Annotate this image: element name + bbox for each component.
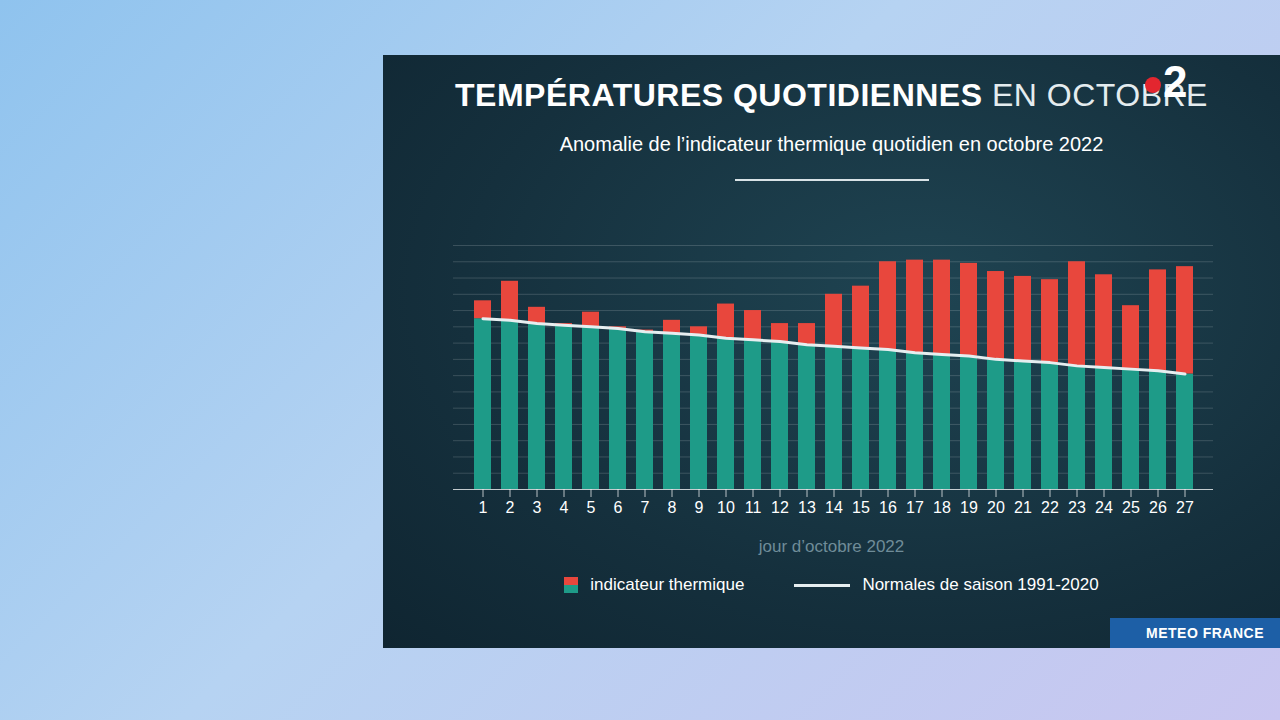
html-text:2: 2: [1163, 57, 1188, 106]
svg-text:9: 9: [695, 499, 704, 516]
svg-text:22: 22: [1041, 499, 1059, 516]
svg-text:12: 12: [771, 499, 789, 516]
svg-text:26: 26: [1149, 499, 1167, 516]
html-text:indicateur thermique: indicateur thermique: [590, 575, 745, 594]
svg-text:16: 16: [879, 499, 897, 516]
svg-text:10: 10: [717, 499, 735, 516]
svg-text:5: 5: [587, 499, 596, 516]
svg-text:4: 4: [560, 499, 569, 516]
svg-text:23: 23: [1068, 499, 1086, 516]
svg-text:2: 2: [506, 499, 515, 516]
svg-text:19: 19: [960, 499, 978, 516]
svg-text:17: 17: [906, 499, 924, 516]
svg-text:1: 1: [479, 499, 488, 516]
svg-text:15: 15: [852, 499, 870, 516]
svg-text:27: 27: [1176, 499, 1194, 516]
svg-text:18: 18: [933, 499, 951, 516]
svg-text:20: 20: [987, 499, 1005, 516]
svg-text:24: 24: [1095, 499, 1113, 516]
html-text:Normales de saison 1991-2020: Normales de saison 1991-2020: [862, 575, 1099, 594]
svg-text:7: 7: [641, 499, 650, 516]
svg-text:11: 11: [745, 499, 762, 516]
html-text:METEO FRANCE: METEO FRANCE: [1146, 625, 1264, 641]
svg-text:3: 3: [533, 499, 542, 516]
svg-text:14: 14: [825, 499, 843, 516]
svg-text:25: 25: [1122, 499, 1140, 516]
html-text:jour d’octobre 2022: jour d’octobre 2022: [758, 537, 905, 556]
svg-text:6: 6: [614, 499, 623, 516]
svg-text:21: 21: [1014, 499, 1032, 516]
html-text:TEMPÉRATURES QUOTIDIENNES EN O: TEMPÉRATURES QUOTIDIENNES EN OCTOBRE: [455, 77, 1208, 113]
svg-text:8: 8: [668, 499, 677, 516]
svg-text:13: 13: [798, 499, 816, 516]
html-text:Anomalie de l’indicateur therm: Anomalie de l’indicateur thermique quoti…: [559, 133, 1104, 155]
